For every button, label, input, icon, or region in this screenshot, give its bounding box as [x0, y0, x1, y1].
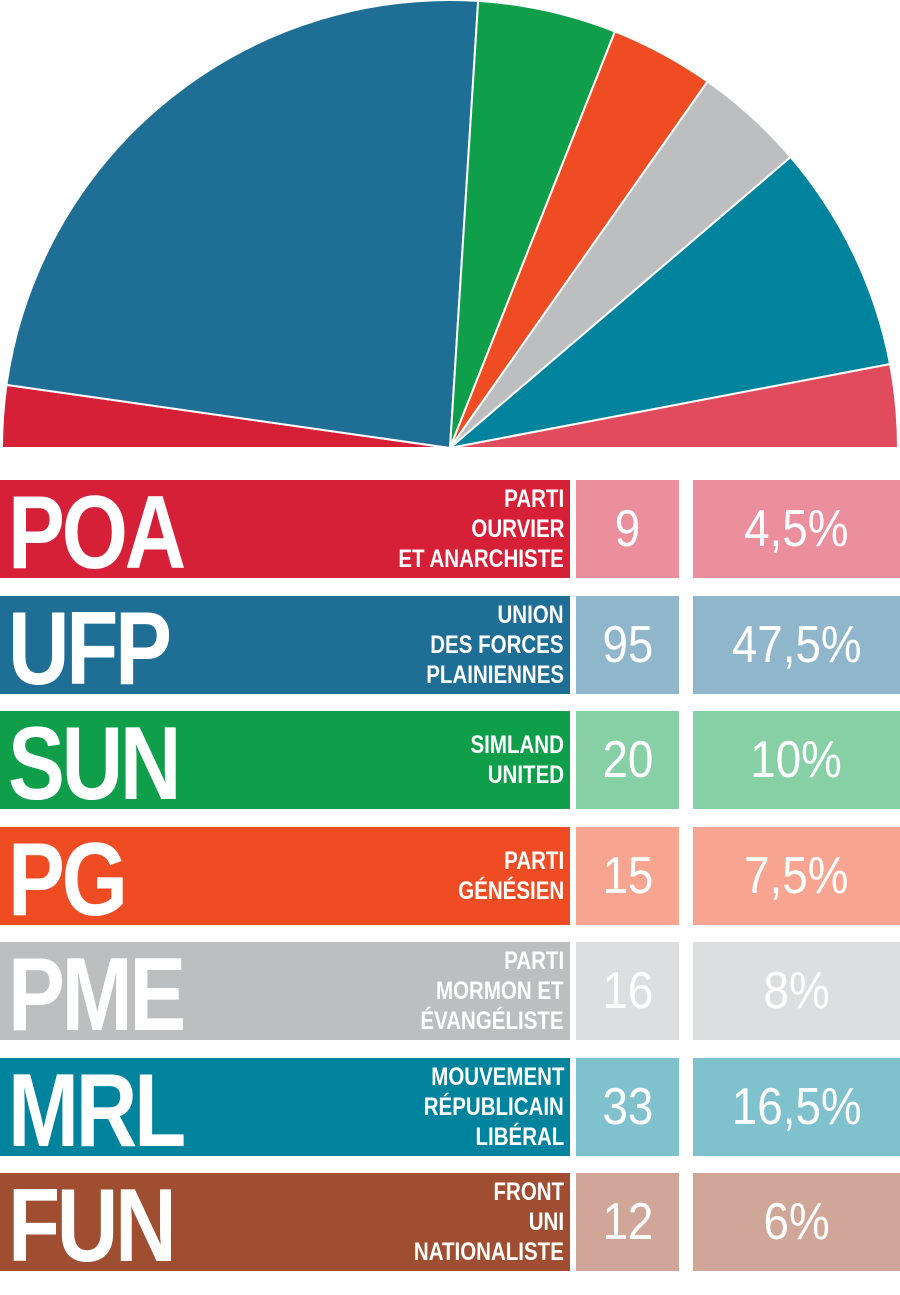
- seat-count-label: 16: [602, 962, 653, 1020]
- party-row-poa: POA PARTI OURVIER ET ANARCHISTE 9 4,5%: [0, 475, 900, 591]
- party-row-ufp: UFP UNION DES FORCES PLAINIENNES 95 47,5%: [0, 591, 900, 707]
- party-name-line: OURVIER: [470, 515, 564, 543]
- seat-percent-label: 6%: [763, 1193, 830, 1251]
- party-abbreviation: PG: [8, 822, 128, 938]
- seat-percent-cell: 16,5%: [693, 1058, 900, 1156]
- party-name-line: FRONT: [493, 1178, 564, 1206]
- seat-percent-cell: 6%: [693, 1173, 900, 1271]
- party-row-pme: PME PARTI MORMON ET ÉVANGÉLISTE 16 8%: [0, 937, 900, 1053]
- seat-percent-cell: 7,5%: [693, 827, 900, 925]
- slice-fun: [449, 363, 899, 449]
- seat-percent-label: 4,5%: [744, 500, 849, 558]
- party-name-line: NATIONALISTE: [414, 1238, 564, 1266]
- seat-count-cell: 95: [576, 596, 679, 694]
- party-full-name: MOUVEMENT RÉPUBLICAIN LIBÉRAL: [304, 1058, 564, 1156]
- seat-count-label: 20: [602, 731, 653, 789]
- party-name-line: MOUVEMENT: [430, 1063, 564, 1091]
- seat-count-cell: 9: [576, 480, 679, 578]
- seat-count-label: 33: [602, 1078, 653, 1136]
- party-name-line: UNITED: [487, 761, 564, 789]
- seat-percent-cell: 10%: [693, 711, 900, 809]
- party-name-block: SUN SIMLAND UNITED: [0, 706, 570, 822]
- seat-count-label: 15: [602, 847, 653, 905]
- party-name-line: UNI: [528, 1208, 564, 1236]
- party-name-block: UFP UNION DES FORCES PLAINIENNES: [0, 591, 570, 707]
- party-name-line: PARTI: [504, 847, 564, 875]
- seat-percent-label: 8%: [763, 962, 830, 1020]
- party-name-line: DES FORCES: [430, 631, 564, 659]
- party-row-fun: FUN FRONT UNI NATIONALISTE 12 6%: [0, 1168, 900, 1284]
- party-full-name: FRONT UNI NATIONALISTE: [304, 1173, 564, 1271]
- party-abbreviation: FUN: [8, 1168, 177, 1284]
- slice-ufp: [5, 0, 480, 449]
- party-full-name: UNION DES FORCES PLAINIENNES: [304, 596, 564, 694]
- party-abbreviation: SUN: [8, 706, 181, 822]
- seat-count-cell: 20: [576, 711, 679, 809]
- party-abbreviation: UFP: [8, 591, 172, 707]
- party-name-line: ÉVANGÉLISTE: [420, 1007, 564, 1035]
- party-abbreviation: PME: [8, 937, 186, 1053]
- seat-percent-label: 10%: [750, 731, 843, 789]
- party-name-line: MORMON ET: [436, 977, 564, 1005]
- seat-count-cell: 12: [576, 1173, 679, 1271]
- seat-percent-cell: 8%: [693, 942, 900, 1040]
- party-full-name: SIMLAND UNITED: [304, 711, 564, 809]
- party-row-mrl: MRL MOUVEMENT RÉPUBLICAIN LIBÉRAL 33 16,5%: [0, 1053, 900, 1169]
- party-full-name: PARTI MORMON ET ÉVANGÉLISTE: [304, 942, 564, 1040]
- seat-percent-label: 47,5%: [731, 616, 862, 674]
- party-name-line: RÉPUBLICAIN: [423, 1093, 564, 1121]
- party-abbreviation: MRL: [8, 1053, 186, 1169]
- party-name-line: UNION: [497, 601, 564, 629]
- party-row-pg: PG PARTI GÉNÉSIEN 15 7,5%: [0, 822, 900, 938]
- slice-mrl: [449, 156, 892, 449]
- party-abbreviation: POA: [8, 475, 186, 591]
- party-full-name: PARTI OURVIER ET ANARCHISTE: [304, 480, 564, 578]
- party-name-block: FUN FRONT UNI NATIONALISTE: [0, 1168, 570, 1284]
- seat-percent-label: 7,5%: [744, 847, 849, 905]
- seat-percent-cell: 4,5%: [693, 480, 900, 578]
- party-name-line: LIBÉRAL: [475, 1123, 564, 1151]
- hemicycle-chart: [1, 0, 899, 449]
- seat-percent-cell: 47,5%: [693, 596, 900, 694]
- party-name-block: PG PARTI GÉNÉSIEN: [0, 822, 570, 938]
- party-name-line: PARTI: [504, 947, 564, 975]
- seat-count-cell: 15: [576, 827, 679, 925]
- party-name-line: ET ANARCHISTE: [398, 545, 564, 573]
- seat-percent-label: 16,5%: [731, 1078, 862, 1136]
- seat-count-cell: 33: [576, 1058, 679, 1156]
- party-name-line: PARTI: [504, 485, 564, 513]
- party-row-sun: SUN SIMLAND UNITED 20 10%: [0, 706, 900, 822]
- party-name-line: GÉNÉSIEN: [458, 877, 564, 905]
- seat-count-label: 95: [602, 616, 653, 674]
- party-name-block: PME PARTI MORMON ET ÉVANGÉLISTE: [0, 937, 570, 1053]
- party-name-block: POA PARTI OURVIER ET ANARCHISTE: [0, 475, 570, 591]
- party-name-line: PLAINIENNES: [426, 661, 564, 689]
- seat-count-cell: 16: [576, 942, 679, 1040]
- party-name-block: MRL MOUVEMENT RÉPUBLICAIN LIBÉRAL: [0, 1053, 570, 1169]
- party-full-name: PARTI GÉNÉSIEN: [304, 827, 564, 925]
- seat-count-label: 9: [614, 500, 641, 558]
- seat-count-label: 12: [602, 1193, 653, 1251]
- party-name-line: SIMLAND: [470, 731, 564, 759]
